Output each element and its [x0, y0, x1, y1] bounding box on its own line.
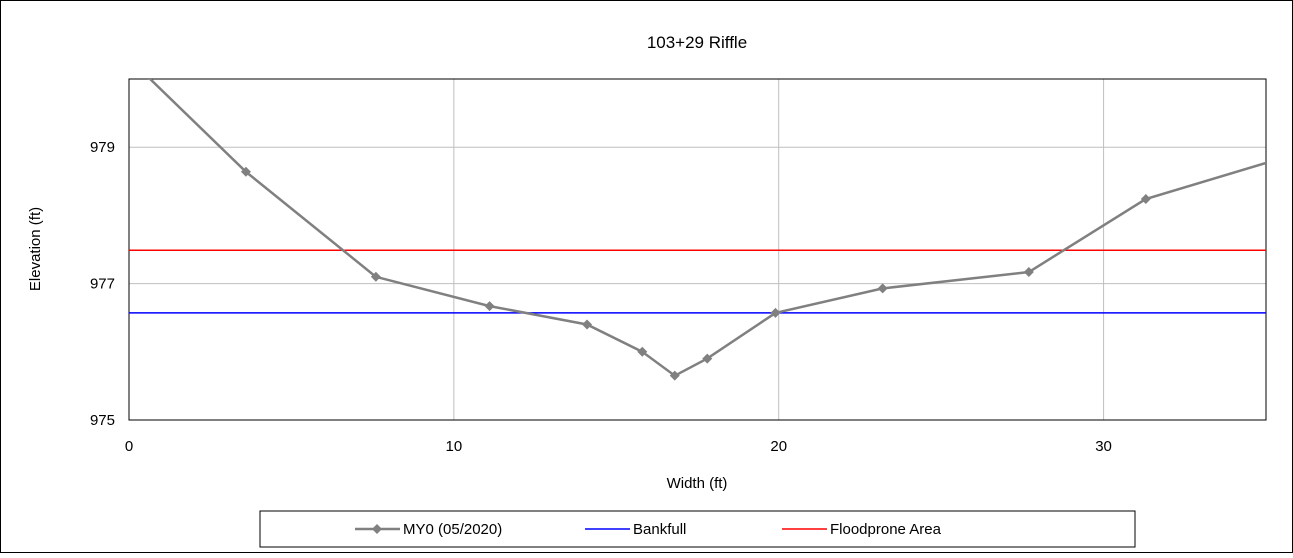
x-axis-label: Width (ft) — [667, 475, 728, 492]
legend-items: MY0 (05/2020) Bankfull Floodprone Area — [355, 521, 942, 538]
data-point-marker — [240, 166, 251, 177]
data-point-marker — [637, 346, 648, 357]
legend-box — [259, 510, 1136, 548]
tick-labels: 0 10 20 30 975 977 979 — [90, 139, 1112, 455]
x-tick-label: 0 — [125, 438, 133, 455]
data-point-marker — [370, 271, 381, 282]
chart-title: 103+29 Riffle — [647, 33, 747, 52]
x-tick-label: 10 — [446, 438, 463, 455]
y-tick-label: 977 — [90, 276, 115, 293]
y-tick-label: 975 — [90, 412, 115, 429]
data-point-marker — [770, 307, 781, 318]
legend-label: Floodprone Area — [830, 521, 942, 538]
data-point-marker — [484, 301, 495, 312]
series-layer — [129, 79, 1266, 381]
data-point-marker — [1023, 267, 1034, 278]
x-tick-label: 30 — [1095, 438, 1112, 455]
data-point-marker — [1140, 194, 1151, 205]
y-tick-label: 979 — [90, 139, 115, 156]
legend-label: Bankfull — [633, 521, 686, 538]
legend: MY0 (05/2020) Bankfull Floodprone Area — [259, 510, 1136, 548]
data-point-marker — [582, 319, 593, 330]
data-point-marker — [877, 283, 888, 294]
legend-label: MY0 (05/2020) — [403, 521, 502, 538]
x-tick-label: 20 — [770, 438, 787, 455]
data-point-marker — [702, 353, 713, 364]
y-axis-label: Elevation (ft) — [27, 207, 44, 291]
data-point-marker — [669, 370, 680, 381]
legend-swatch-marker — [372, 524, 382, 534]
